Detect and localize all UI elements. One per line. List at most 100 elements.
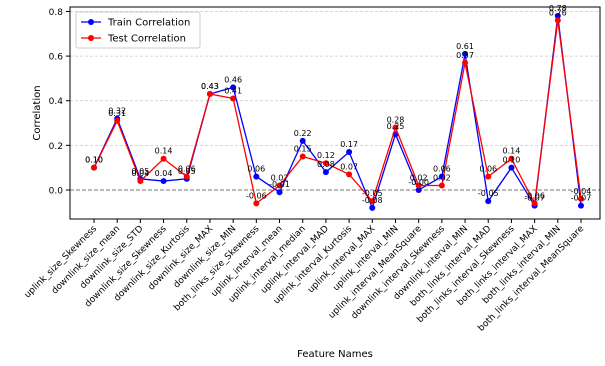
data-label: 0.12 bbox=[317, 151, 335, 160]
data-label: 0.10 bbox=[85, 156, 103, 165]
data-label: 0.04 bbox=[131, 169, 149, 178]
data-label: 0.04 bbox=[155, 169, 173, 178]
data-point bbox=[508, 164, 515, 171]
data-label: 0.28 bbox=[387, 116, 405, 125]
data-point bbox=[415, 182, 422, 189]
data-label: 0.06 bbox=[178, 165, 196, 174]
legend: Train Correlation Test Correlation bbox=[75, 11, 201, 49]
data-point bbox=[462, 59, 469, 66]
data-point bbox=[554, 17, 561, 24]
data-label: -0.00 bbox=[408, 178, 429, 187]
series-test bbox=[91, 17, 584, 207]
data-label: 0.76 bbox=[549, 8, 567, 17]
data-point bbox=[276, 189, 283, 196]
data-point bbox=[369, 204, 376, 211]
data-label: 0.02 bbox=[410, 174, 428, 183]
data-point bbox=[438, 182, 445, 189]
data-label: -0.06 bbox=[246, 191, 267, 200]
data-point bbox=[137, 178, 144, 185]
data-label: 0.07 bbox=[340, 162, 358, 171]
data-label: 0.02 bbox=[433, 174, 451, 183]
data-label: 0.08 bbox=[317, 160, 335, 169]
y-tick-label: 0.2 bbox=[49, 142, 63, 152]
y-tick-label: 0.6 bbox=[49, 53, 64, 63]
data-point bbox=[346, 149, 353, 156]
data-point bbox=[369, 198, 376, 205]
data-point bbox=[114, 117, 121, 124]
data-label: 0.17 bbox=[340, 140, 358, 149]
grid-lines bbox=[70, 11, 600, 191]
data-point bbox=[578, 202, 584, 209]
data-point bbox=[276, 182, 283, 189]
data-label: 0.05 bbox=[131, 167, 149, 176]
legend-box bbox=[75, 11, 201, 49]
data-label: -0.05 bbox=[362, 189, 383, 198]
data-point bbox=[392, 124, 399, 131]
y-tick-label: 0.4 bbox=[49, 97, 64, 107]
data-point bbox=[554, 12, 561, 19]
data-label: 0.31 bbox=[108, 109, 126, 118]
x-axis-ticks: uplink_size_Skewnessdownlink_size_meando… bbox=[23, 219, 586, 334]
y-tick-label: 0.8 bbox=[49, 8, 64, 18]
data-label: 0.05 bbox=[178, 167, 196, 176]
legend-label: Train Correlation bbox=[107, 18, 190, 29]
data-label: 0.15 bbox=[294, 145, 312, 154]
data-point bbox=[415, 186, 422, 193]
data-point bbox=[206, 91, 213, 98]
data-label: 0.06 bbox=[479, 165, 497, 174]
data-point bbox=[299, 153, 306, 160]
data-point bbox=[230, 84, 237, 91]
data-point bbox=[531, 200, 538, 207]
data-point bbox=[160, 155, 167, 162]
series-line bbox=[93, 20, 582, 206]
data-point bbox=[253, 200, 260, 207]
data-label: 0.10 bbox=[85, 156, 103, 165]
data-label: -0.04 bbox=[571, 187, 592, 196]
data-label: 0.14 bbox=[503, 147, 521, 156]
data-label: 0.06 bbox=[247, 165, 265, 174]
data-label: -0.05 bbox=[478, 189, 499, 198]
legend-label: Test Correlation bbox=[107, 34, 186, 45]
data-label: 0.43 bbox=[201, 82, 219, 91]
data-label: 0.14 bbox=[155, 147, 173, 156]
data-point bbox=[578, 195, 584, 202]
data-point bbox=[183, 173, 190, 180]
series-layer bbox=[91, 12, 584, 211]
data-point bbox=[346, 171, 353, 178]
data-label: 0.10 bbox=[503, 156, 521, 165]
data-label: 0.06 bbox=[433, 165, 451, 174]
data-label: -0.01 bbox=[269, 180, 290, 189]
data-point bbox=[322, 169, 329, 176]
y-axis-ticks: 0.0 0.2 0.4 0.6 0.8 bbox=[49, 8, 70, 196]
data-point bbox=[485, 173, 492, 180]
data-label: -0.06 bbox=[524, 191, 545, 200]
data-point bbox=[462, 50, 469, 57]
data-point bbox=[508, 155, 515, 162]
data-point bbox=[485, 198, 492, 205]
plot-frame bbox=[69, 6, 601, 220]
data-label: 0.57 bbox=[456, 51, 474, 60]
data-label: 0.78 bbox=[549, 4, 567, 13]
data-point bbox=[91, 164, 97, 171]
data-label: -0.08 bbox=[362, 196, 383, 205]
data-point bbox=[299, 137, 306, 144]
data-label: 0.61 bbox=[456, 42, 474, 51]
x-axis-label: Feature Names bbox=[297, 349, 373, 360]
data-label: 0.46 bbox=[224, 75, 242, 84]
data-label: 0.22 bbox=[294, 129, 312, 138]
data-label: -0.07 bbox=[571, 194, 592, 203]
data-point bbox=[160, 178, 167, 185]
y-axis-label: Correlation bbox=[32, 85, 43, 140]
y-tick-label: 0.0 bbox=[49, 186, 64, 196]
data-label: 0.25 bbox=[387, 122, 405, 131]
data-label: 0.32 bbox=[108, 107, 126, 116]
data-label: -0.07 bbox=[524, 194, 545, 203]
legend-marker bbox=[88, 35, 94, 41]
data-label: 0.02 bbox=[271, 174, 289, 183]
series-line bbox=[93, 15, 582, 210]
data-point bbox=[230, 95, 237, 102]
data-labels: 0.100.320.05 0.04 0.050.430.460.06-0.010.2… bbox=[85, 4, 591, 205]
data-point bbox=[322, 160, 329, 167]
data-point bbox=[253, 173, 260, 180]
